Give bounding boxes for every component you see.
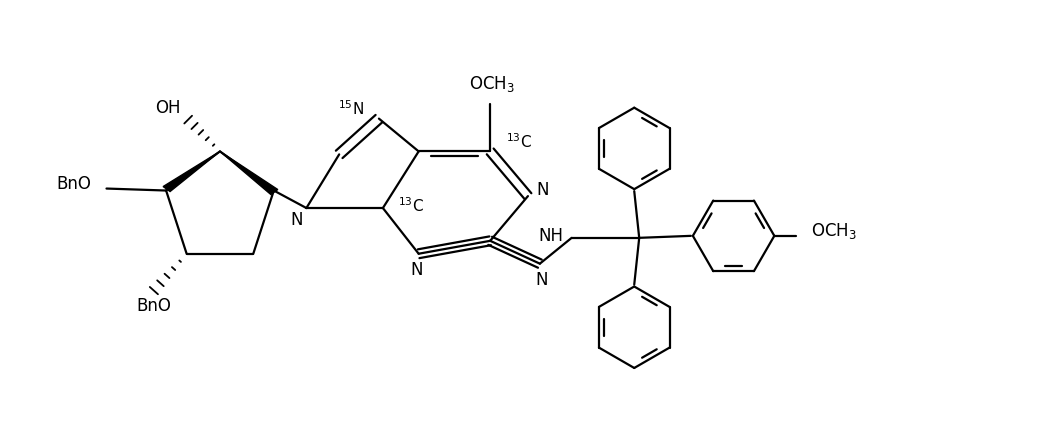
- Text: OH: OH: [156, 99, 181, 117]
- Text: NH: NH: [539, 227, 564, 245]
- Text: N: N: [410, 261, 422, 279]
- Text: $^{15}$N: $^{15}$N: [338, 99, 364, 118]
- Polygon shape: [163, 151, 220, 192]
- Text: $^{13}$C: $^{13}$C: [398, 197, 424, 216]
- Text: OCH$_3$: OCH$_3$: [811, 221, 856, 241]
- Text: OCH$_3$: OCH$_3$: [469, 74, 515, 94]
- Text: $^{13}$C: $^{13}$C: [507, 132, 532, 151]
- Text: N: N: [536, 271, 548, 288]
- Polygon shape: [220, 151, 278, 195]
- Text: N: N: [537, 181, 549, 199]
- Text: N: N: [291, 211, 303, 229]
- Text: BnO: BnO: [136, 296, 171, 314]
- Text: BnO: BnO: [56, 175, 91, 193]
